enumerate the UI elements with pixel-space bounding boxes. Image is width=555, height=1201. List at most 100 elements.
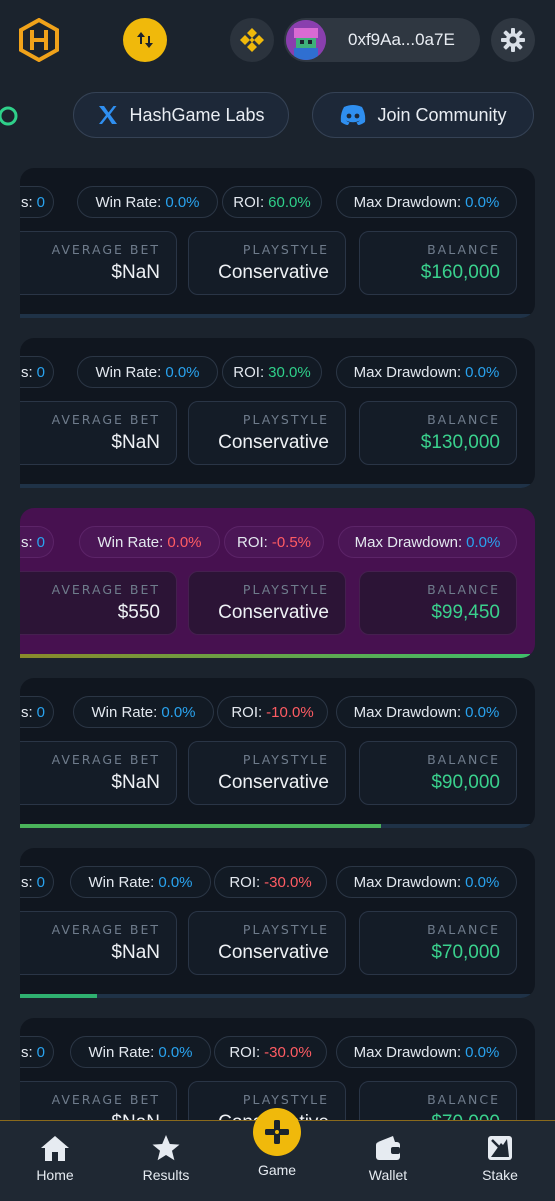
player-stats-card[interactable]: ms: 0 Win Rate: 0.0% ROI: -30.0% Max Dra… <box>20 848 535 998</box>
player-stats-card[interactable]: ms: 0 Win Rate: 0.0% ROI: -10.0% Max Dra… <box>20 678 535 828</box>
average-bet-label: AVERAGE BET <box>51 922 160 937</box>
win-rate-label: Win Rate: <box>91 703 158 721</box>
max-drawdown-value: 0.0% <box>465 1043 500 1061</box>
roi-chip: ROI: -30.0% <box>214 1036 327 1068</box>
games-stat-value: 0 <box>36 873 45 891</box>
balance-box: BALANCE $160,000 <box>359 231 517 295</box>
top-header: 0xf9Aa...0a7E <box>0 0 555 82</box>
playstyle-label: PLAYSTYLE <box>242 752 329 767</box>
max-drawdown-label: Max Drawdown: <box>353 873 462 891</box>
stake-icon <box>485 1133 515 1163</box>
roi-value: -30.0% <box>264 873 312 891</box>
player-stats-card[interactable]: ms: 0 Win Rate: 0.0% ROI: -0.5% Max Draw… <box>20 508 535 658</box>
balance-label: BALANCE <box>427 412 500 427</box>
win-rate-value: 0.0% <box>167 533 202 551</box>
roi-chip: ROI: 60.0% <box>222 186 322 218</box>
discord-icon <box>339 104 367 126</box>
join-community-discord-link[interactable]: Join Community <box>312 92 534 138</box>
max-drawdown-chip: Max Drawdown: 0.0% <box>336 186 517 218</box>
balance-box: BALANCE $70,000 <box>359 911 517 975</box>
balance-value: $99,450 <box>431 602 500 623</box>
roi-chip: ROI: 30.0% <box>222 356 322 388</box>
win-rate-value: 0.0% <box>165 363 200 381</box>
avatar <box>286 20 326 60</box>
average-bet-label: AVERAGE BET <box>51 582 160 597</box>
games-stat-value: 0 <box>36 533 45 551</box>
games-stat-value: 0 <box>36 703 45 721</box>
nav-home[interactable]: Home <box>15 1121 95 1201</box>
average-bet-box: AVERAGE BET $NaN <box>20 741 177 805</box>
playstyle-box: PLAYSTYLE Conservative <box>188 741 346 805</box>
balance-label: BALANCE <box>427 922 500 937</box>
max-drawdown-value: 0.0% <box>465 703 500 721</box>
average-bet-value: $550 <box>117 602 160 623</box>
wallet-address: 0xf9Aa...0a7E <box>348 30 455 49</box>
roi-value: -0.5% <box>271 533 312 551</box>
max-drawdown-value: 0.0% <box>466 533 501 551</box>
playstyle-box: PLAYSTYLE Conservative <box>188 231 346 295</box>
hashgame-labs-x-link[interactable]: HashGame Labs <box>73 92 289 138</box>
bnb-chain-button[interactable] <box>230 18 274 62</box>
playstyle-value: Conservative <box>218 602 329 623</box>
playstyle-label: PLAYSTYLE <box>242 242 329 257</box>
average-bet-value: $NaN <box>111 432 160 453</box>
balance-value: $130,000 <box>420 432 500 453</box>
roi-label: ROI: <box>233 363 265 381</box>
games-stat-label: ms: <box>20 703 33 721</box>
playstyle-box: PLAYSTYLE Conservative <box>188 911 346 975</box>
max-drawdown-chip: Max Drawdown: 0.0% <box>336 1036 517 1068</box>
nav-game-button[interactable] <box>253 1108 301 1156</box>
games-stat-chip: ms: 0 <box>20 186 54 218</box>
wallet-icon <box>373 1133 403 1163</box>
average-bet-box: AVERAGE BET $NaN <box>20 911 177 975</box>
playstyle-value: Conservative <box>218 772 329 793</box>
max-drawdown-label: Max Drawdown: <box>353 703 462 721</box>
average-bet-label: AVERAGE BET <box>51 242 160 257</box>
roi-label: ROI: <box>229 1043 261 1061</box>
max-drawdown-chip: Max Drawdown: 0.0% <box>338 526 517 558</box>
win-rate-label: Win Rate: <box>95 193 162 211</box>
gear-icon <box>501 28 525 52</box>
nav-stake[interactable]: Stake <box>460 1121 540 1201</box>
average-bet-label: AVERAGE BET <box>51 1092 160 1107</box>
win-rate-chip: Win Rate: 0.0% <box>70 1036 211 1068</box>
games-stat-label: ms: <box>20 193 33 211</box>
max-drawdown-value: 0.0% <box>465 363 500 381</box>
home-icon <box>39 1133 71 1163</box>
games-stat-value: 0 <box>36 193 45 211</box>
balance-value: $160,000 <box>420 262 500 283</box>
progress-track <box>20 314 535 318</box>
wallet-address-pill[interactable]: 0xf9Aa...0a7E <box>284 18 480 62</box>
roi-label: ROI: <box>231 703 263 721</box>
average-bet-label: AVERAGE BET <box>51 412 160 427</box>
settings-button[interactable] <box>491 18 535 62</box>
progress-fill <box>20 824 381 828</box>
balance-label: BALANCE <box>427 242 500 257</box>
win-rate-value: 0.0% <box>158 873 193 891</box>
games-stat-chip: ms: 0 <box>20 866 54 898</box>
x-icon <box>97 104 119 126</box>
balance-label: BALANCE <box>427 582 500 597</box>
roi-chip: ROI: -0.5% <box>224 526 324 558</box>
swap-icon <box>137 32 153 48</box>
playstyle-box: PLAYSTYLE Conservative <box>188 401 346 465</box>
games-stat-label: ms: <box>20 363 33 381</box>
playstyle-value: Conservative <box>218 942 329 963</box>
join-community-label: Join Community <box>377 104 507 125</box>
games-stat-label: ms: <box>20 533 33 551</box>
nav-wallet[interactable]: Wallet <box>348 1121 428 1201</box>
average-bet-label: AVERAGE BET <box>51 752 160 767</box>
nav-results[interactable]: Results <box>126 1121 206 1201</box>
hashgame-logo-icon[interactable] <box>18 17 60 63</box>
games-stat-chip: ms: 0 <box>20 1036 54 1068</box>
max-drawdown-label: Max Drawdown: <box>354 533 463 551</box>
gamepad-icon <box>265 1120 289 1144</box>
max-drawdown-chip: Max Drawdown: 0.0% <box>336 866 517 898</box>
roi-value: -30.0% <box>264 1043 312 1061</box>
hashgame-labs-label: HashGame Labs <box>129 104 265 125</box>
win-rate-label: Win Rate: <box>95 363 162 381</box>
win-rate-label: Win Rate: <box>97 533 164 551</box>
player-stats-card[interactable]: ms: 0 Win Rate: 0.0% ROI: 60.0% Max Draw… <box>20 168 535 318</box>
player-stats-card[interactable]: ms: 0 Win Rate: 0.0% ROI: 30.0% Max Draw… <box>20 338 535 488</box>
swap-button[interactable] <box>123 18 167 62</box>
